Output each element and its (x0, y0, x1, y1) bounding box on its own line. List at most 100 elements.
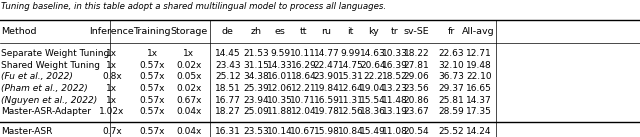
Text: 13.19: 13.19 (382, 107, 408, 116)
Text: 12.21: 12.21 (291, 84, 316, 93)
Text: (Pham et al., 2022): (Pham et al., 2022) (1, 84, 88, 93)
Text: 12.71: 12.71 (466, 49, 492, 58)
Text: 20.86: 20.86 (404, 96, 429, 105)
Text: zh: zh (250, 27, 262, 36)
Text: 32.10: 32.10 (438, 61, 464, 70)
Text: 1x: 1x (106, 96, 118, 105)
Text: 18.64: 18.64 (291, 72, 316, 82)
Text: 14.33: 14.33 (268, 61, 293, 70)
Text: 10.84: 10.84 (338, 127, 364, 136)
Text: 0.04x: 0.04x (176, 107, 202, 116)
Text: 18.52: 18.52 (382, 72, 408, 82)
Text: 10.33: 10.33 (382, 49, 408, 58)
Text: 19.84: 19.84 (314, 84, 339, 93)
Text: Shared Weight Tuning: Shared Weight Tuning (1, 61, 100, 70)
Text: 23.94: 23.94 (243, 96, 269, 105)
Text: 10.71: 10.71 (291, 96, 316, 105)
Text: 15.98: 15.98 (314, 127, 339, 136)
Text: (Nguyen et al., 2022): (Nguyen et al., 2022) (1, 96, 97, 105)
Text: sv-SE: sv-SE (404, 27, 429, 36)
Text: 14.45: 14.45 (215, 49, 241, 58)
Text: 9.99: 9.99 (340, 49, 361, 58)
Text: 0.04x: 0.04x (176, 127, 202, 136)
Text: 19.48: 19.48 (466, 61, 492, 70)
Text: 1x: 1x (106, 49, 118, 58)
Text: 10.11: 10.11 (291, 49, 316, 58)
Text: 16.31: 16.31 (215, 127, 241, 136)
Text: 20.54: 20.54 (404, 127, 429, 136)
Text: 1x: 1x (106, 61, 118, 70)
Text: 16.29: 16.29 (291, 61, 316, 70)
Text: 23.43: 23.43 (215, 61, 241, 70)
Text: 18.22: 18.22 (404, 49, 429, 58)
Text: Master-ASR-Adapter: Master-ASR-Adapter (1, 107, 92, 116)
Text: 23.67: 23.67 (404, 107, 429, 116)
Text: 0.57x: 0.57x (140, 84, 165, 93)
Text: tr: tr (391, 27, 399, 36)
Text: 16.59: 16.59 (314, 96, 339, 105)
Text: 34.38: 34.38 (243, 72, 269, 82)
Text: 18.36: 18.36 (360, 107, 386, 116)
Text: it: it (348, 27, 354, 36)
Text: Separate Weight Tuning: Separate Weight Tuning (1, 49, 109, 58)
Text: 25.52: 25.52 (438, 127, 464, 136)
Text: 23.53: 23.53 (243, 127, 269, 136)
Text: 1.02x: 1.02x (99, 107, 125, 116)
Text: 13.23: 13.23 (382, 84, 408, 93)
Text: es: es (275, 27, 285, 36)
Text: 11.08: 11.08 (382, 127, 408, 136)
Text: 10.67: 10.67 (291, 127, 316, 136)
Text: 12.04: 12.04 (291, 107, 316, 116)
Text: 11.48: 11.48 (382, 96, 408, 105)
Text: Tuning baseline, in this table adopt a shared multilingual model to process all : Tuning baseline, in this table adopt a s… (1, 2, 387, 11)
Text: 31.15: 31.15 (243, 61, 269, 70)
Text: 14.77: 14.77 (314, 49, 339, 58)
Text: 27.81: 27.81 (404, 61, 429, 70)
Text: 22.63: 22.63 (438, 49, 464, 58)
Text: 0.67x: 0.67x (176, 96, 202, 105)
Text: 1x: 1x (106, 84, 118, 93)
Text: 12.64: 12.64 (338, 84, 364, 93)
Text: 0.57x: 0.57x (140, 96, 165, 105)
Text: 29.37: 29.37 (438, 84, 464, 93)
Text: 0.02x: 0.02x (176, 61, 202, 70)
Text: 29.06: 29.06 (404, 72, 429, 82)
Text: 21.53: 21.53 (243, 49, 269, 58)
Text: Storage: Storage (170, 27, 207, 36)
Text: 15.49: 15.49 (360, 127, 386, 136)
Text: Method: Method (1, 27, 36, 36)
Text: 12.06: 12.06 (268, 84, 293, 93)
Text: 0.57x: 0.57x (140, 72, 165, 82)
Text: 14.37: 14.37 (466, 96, 492, 105)
Text: fr: fr (447, 27, 455, 36)
Text: 0.57x: 0.57x (140, 127, 165, 136)
Text: 11.88: 11.88 (268, 107, 293, 116)
Text: 19.78: 19.78 (314, 107, 339, 116)
Text: 0.57x: 0.57x (140, 61, 165, 70)
Text: 11.31: 11.31 (338, 96, 364, 105)
Text: 9.59: 9.59 (270, 49, 291, 58)
Text: Master-ASR: Master-ASR (1, 127, 52, 136)
Text: 14.75: 14.75 (338, 61, 364, 70)
Text: 0.05x: 0.05x (176, 72, 202, 82)
Text: 18.27: 18.27 (215, 107, 241, 116)
Text: tt: tt (300, 27, 307, 36)
Text: 10.14: 10.14 (268, 127, 293, 136)
Text: 0.8x: 0.8x (102, 72, 122, 82)
Text: 1x: 1x (183, 49, 195, 58)
Text: (Fu et al., 2022): (Fu et al., 2022) (1, 72, 73, 82)
Text: 22.47: 22.47 (314, 61, 339, 70)
Text: ky: ky (368, 27, 378, 36)
Text: 14.63: 14.63 (360, 49, 386, 58)
Text: 23.90: 23.90 (314, 72, 339, 82)
Text: 28.59: 28.59 (438, 107, 464, 116)
Text: 16.01: 16.01 (268, 72, 293, 82)
Text: 0.02x: 0.02x (176, 84, 202, 93)
Text: 25.12: 25.12 (215, 72, 241, 82)
Text: 12.56: 12.56 (338, 107, 364, 116)
Text: 19.04: 19.04 (360, 84, 386, 93)
Text: 25.39: 25.39 (243, 84, 269, 93)
Text: 16.77: 16.77 (215, 96, 241, 105)
Text: 17.35: 17.35 (466, 107, 492, 116)
Text: Training: Training (134, 27, 171, 36)
